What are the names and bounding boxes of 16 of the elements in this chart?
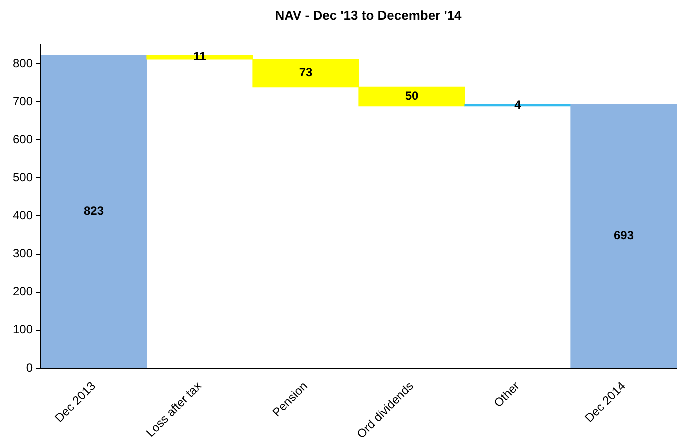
data-label: 50	[405, 89, 420, 104]
y-tick-label: 300	[12, 246, 34, 261]
y-tick-label: 600	[12, 132, 34, 146]
bar	[41, 54, 148, 368]
data-label: 693	[614, 228, 634, 243]
y-tick-label: 200	[12, 284, 34, 299]
y-tick-label: 800	[12, 56, 34, 70]
data-label: 73	[299, 66, 314, 80]
y-tick-label: 400	[12, 208, 34, 223]
bar	[570, 104, 677, 368]
y-tick-label: 100	[12, 322, 34, 337]
y-tick-label: 0	[26, 360, 34, 375]
data-label: 823	[84, 204, 104, 218]
chart-title: NAV - Dec '13 to December '14	[274, 8, 463, 23]
y-tick-label: 500	[12, 170, 34, 185]
y-tick-label: 700	[12, 94, 34, 108]
